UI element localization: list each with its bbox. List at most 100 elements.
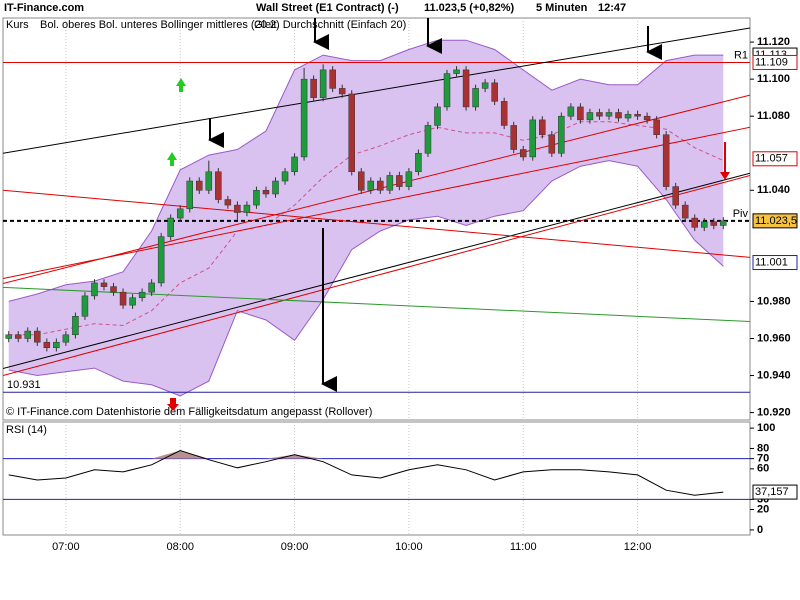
candle-body [720,220,727,226]
x-tick-label: 10:00 [395,541,423,553]
overbought-area [265,454,324,459]
price-tag-label: 11.023,5 [755,215,797,227]
candle-body [53,341,60,349]
trendline [3,174,750,377]
candle-body [462,69,470,108]
band-lower [8,160,724,397]
candle-body [234,204,241,213]
y-tick-label: 60 [757,463,769,475]
candle-body [119,291,127,306]
candle-body [243,204,251,213]
y-tick-label: 20 [757,503,769,515]
candle-body [567,106,575,117]
candle-body [176,208,184,219]
candle-body [539,119,546,135]
value-tag [752,484,798,500]
trendline [3,27,750,154]
quote: 11.023,5 (+0,82%) [424,2,515,14]
value-tag-label: 37,157 [755,486,789,498]
y-tick-label: 0 [757,524,763,536]
candle-body [434,106,441,126]
candle-body [348,93,355,173]
moving-average [8,121,724,336]
candle-body [262,190,270,195]
candle-body [558,115,565,154]
candle-body [281,171,289,182]
candle-body [110,286,117,293]
candle-body [472,88,479,108]
y-tick-label: 11.120 [757,36,790,48]
band-upper [8,39,724,302]
note: © IT-Finance.com Datenhistorie dem Fälli… [6,406,372,418]
candle-body [510,125,517,150]
candle-body [100,282,108,287]
x-tick-label: 09:00 [281,541,309,553]
candle-body [253,190,260,206]
candle-body [443,73,451,108]
y-tick-label: 100 [757,422,775,434]
title: Wall Street (E1 Contract) (-) [256,2,399,14]
legend-label: Bol. oberes Bol. unteres Bollinger mittl… [40,19,280,31]
price-tag [752,255,798,271]
axes: 07:00 08:00 09:00 10:00 11:00 12:00 11.120 11.1… [6,19,798,553]
y-tick-label: 70 [757,453,769,465]
arrow-up [167,152,177,166]
candle-body [205,171,213,191]
candle-body [300,78,308,158]
arrows [167,18,730,411]
trendline [3,286,750,322]
candle-body [634,114,641,117]
candle-body [396,175,403,187]
price-tag-label: 11.057 [755,153,788,165]
arrow-head [720,172,730,180]
candle-body [491,82,498,102]
main-plot [3,27,750,397]
candle-body [672,186,679,206]
candle-body [81,295,89,317]
price-tag-label: 11.109 [755,56,788,68]
price-tag [752,213,798,229]
trendline [3,189,750,258]
arrow-down [167,398,179,411]
candle-body [386,175,394,191]
candle-body [424,125,432,154]
candle-body [615,112,622,119]
candle-body [710,221,718,226]
candle-body [453,69,460,74]
y-tick-label: 11.080 [757,110,790,122]
y-tick-label: 11.100 [757,73,790,85]
x-tick-label: 12:00 [624,541,652,553]
legend-label: Gleit. Durchschnitt (Einfach 20) [254,19,406,31]
candle-body [43,341,51,349]
candle-body [548,134,556,154]
x-tick-label: 11:00 [510,541,537,553]
candle-body [272,180,279,195]
candle-body [624,114,632,119]
candle-body [367,180,375,191]
time: 12:47 [598,2,626,14]
level-label: 10.931 [7,379,41,391]
candle-body [681,204,689,219]
candle-body [329,69,336,89]
y-tick-label: 80 [757,442,769,454]
x-tick-label: 08:00 [166,541,194,553]
brand: IT-Finance.com [4,2,84,14]
y-tick-label: 10.940 [757,369,791,381]
x-tick-label: 07:00 [52,541,80,553]
candle-body [34,330,41,343]
candle-body [291,156,298,173]
interval: 5 Minuten [536,2,588,14]
level-label: R1 [734,49,748,61]
candle-body [605,112,613,117]
legend-label: Kurs [6,19,29,31]
candle-body [691,217,698,228]
candle-body [24,330,32,339]
candle-body [519,149,527,158]
trendline [3,126,750,279]
candle-body [196,180,203,191]
trendline [3,172,750,369]
candle-body [481,82,489,89]
candle-body [653,119,660,135]
candle-body [377,180,384,191]
